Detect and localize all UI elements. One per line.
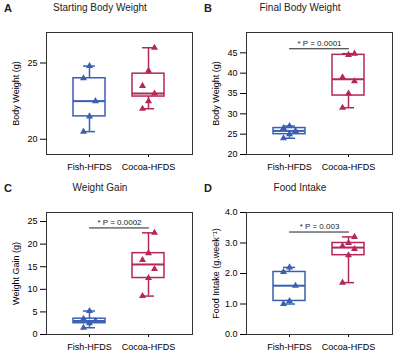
svg-text:Fish-HFDS: Fish-HFDS xyxy=(267,162,312,172)
svg-text:Cocoa-HFDS: Cocoa-HFDS xyxy=(122,342,176,352)
html-text:Weight Gain: Weight Gain xyxy=(72,182,128,193)
svg-text:25: 25 xyxy=(27,216,37,226)
svg-text:20: 20 xyxy=(27,134,37,144)
svg-text:Cocoa-HFDS: Cocoa-HFDS xyxy=(322,342,376,352)
svg-text:1.0: 1.0 xyxy=(225,299,238,309)
svg-text:15: 15 xyxy=(27,262,37,272)
svg-text:25: 25 xyxy=(227,129,237,139)
svg-text:40: 40 xyxy=(227,68,237,78)
svg-text:Body Weight (g): Body Weight (g) xyxy=(211,61,221,125)
svg-text:Food Intake (g.week⁻¹): Food Intake (g.week⁻¹) xyxy=(211,228,221,319)
svg-text:* P = 0.0002: * P = 0.0002 xyxy=(97,218,142,227)
svg-text:Cocoa-HFDS: Cocoa-HFDS xyxy=(322,162,376,172)
svg-text:4.0: 4.0 xyxy=(225,207,238,217)
svg-text:0.0: 0.0 xyxy=(225,329,238,339)
svg-text:* P = 0.003: * P = 0.003 xyxy=(300,222,340,231)
svg-text:20: 20 xyxy=(227,149,237,159)
html-text:Final Body Weight: Final Body Weight xyxy=(259,2,341,13)
svg-text:2.0: 2.0 xyxy=(225,268,238,278)
html-text:Food Intake: Food Intake xyxy=(273,182,327,193)
svg-text:Fish-HFDS: Fish-HFDS xyxy=(67,162,112,172)
svg-text:Cocoa-HFDS: Cocoa-HFDS xyxy=(122,162,176,172)
svg-text:0: 0 xyxy=(32,329,37,339)
svg-text:Weight Gain (g): Weight Gain (g) xyxy=(11,242,21,305)
svg-text:Fish-HFDS: Fish-HFDS xyxy=(67,342,112,352)
svg-text:35: 35 xyxy=(227,88,237,98)
svg-text:30: 30 xyxy=(227,109,237,119)
svg-text:45: 45 xyxy=(227,48,237,58)
html-text:B: B xyxy=(204,2,212,14)
svg-text:* P = 0.0001: * P = 0.0001 xyxy=(297,39,342,48)
html-text:A: A xyxy=(4,2,12,14)
html-text:D: D xyxy=(204,182,212,194)
svg-text:25: 25 xyxy=(27,58,37,68)
svg-text:20: 20 xyxy=(27,239,37,249)
svg-text:5: 5 xyxy=(32,307,37,317)
html-text:Starting Body Weight: Starting Body Weight xyxy=(53,2,147,13)
svg-text:Body Weight (g): Body Weight (g) xyxy=(11,61,21,125)
svg-text:Fish-HFDS: Fish-HFDS xyxy=(267,342,312,352)
svg-text:3.0: 3.0 xyxy=(225,238,238,248)
html-text:C: C xyxy=(4,182,12,194)
svg-text:10: 10 xyxy=(27,284,37,294)
